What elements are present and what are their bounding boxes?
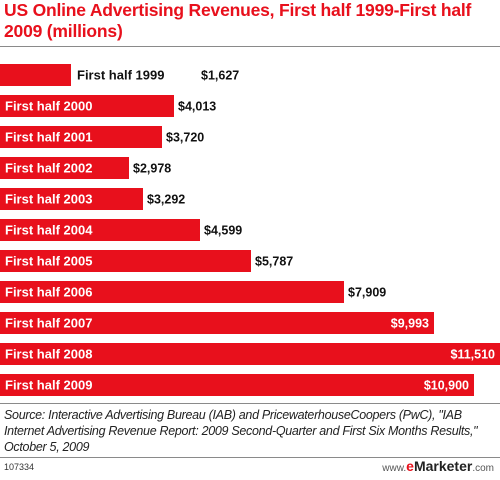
category-label-9: First half 2008: [5, 347, 92, 362]
value-label-9: $11,510: [451, 348, 496, 362]
bar-0: [0, 64, 71, 86]
brand-com: .com: [472, 463, 494, 474]
value-label-10: $10,900: [424, 379, 469, 393]
category-label-6: First half 2005: [5, 254, 92, 269]
category-label-7: First half 2006: [5, 285, 92, 300]
bar-2: [0, 126, 162, 148]
bar-8: [0, 312, 434, 334]
category-label-8: First half 2007: [5, 316, 92, 331]
value-label-7: $7,909: [348, 286, 386, 300]
value-label-0: $1,627: [201, 69, 239, 83]
bar-1: [0, 95, 174, 117]
brand-www: www.: [382, 463, 407, 474]
category-label-10: First half 2009: [5, 378, 92, 393]
bar-9: [0, 343, 500, 365]
chart-title: US Online Advertising Revenues, First ha…: [4, 0, 472, 41]
brand-name: Marketer: [413, 458, 473, 474]
chart-divider: [0, 403, 500, 404]
title-divider: [0, 46, 500, 47]
value-label-5: $4,599: [204, 224, 242, 238]
value-label-3: $2,978: [133, 162, 171, 176]
bar-6: [0, 250, 251, 272]
chart-id: 107334: [4, 462, 35, 472]
bar-7: [0, 281, 344, 303]
category-label-2: First half 2001: [5, 130, 92, 145]
value-label-8: $9,993: [391, 317, 429, 331]
bar-5: [0, 219, 200, 241]
category-label-5: First half 2004: [5, 223, 93, 238]
footer-divider: [0, 457, 500, 458]
source-note: Source: Interactive Advertising Bureau (…: [4, 408, 478, 454]
brand-logo[interactable]: www.eMarketer.com: [382, 458, 494, 474]
value-label-4: $3,292: [147, 193, 185, 207]
category-label-4: First half 2003: [5, 192, 92, 207]
value-label-2: $3,720: [166, 131, 204, 145]
value-label-1: $4,013: [178, 100, 216, 114]
bar-chart: First half 1999 $1,627 First half 2000 $4,0…: [0, 64, 500, 396]
value-label-6: $5,787: [255, 255, 293, 269]
bar-3: [0, 157, 129, 179]
brand-e: e: [406, 458, 414, 474]
bar-10: [0, 374, 474, 396]
bar-4: [0, 188, 143, 210]
category-label-1: First half 2000: [5, 99, 92, 114]
category-label-3: First half 2002: [5, 161, 92, 176]
category-label-0: First half 1999: [77, 68, 164, 83]
